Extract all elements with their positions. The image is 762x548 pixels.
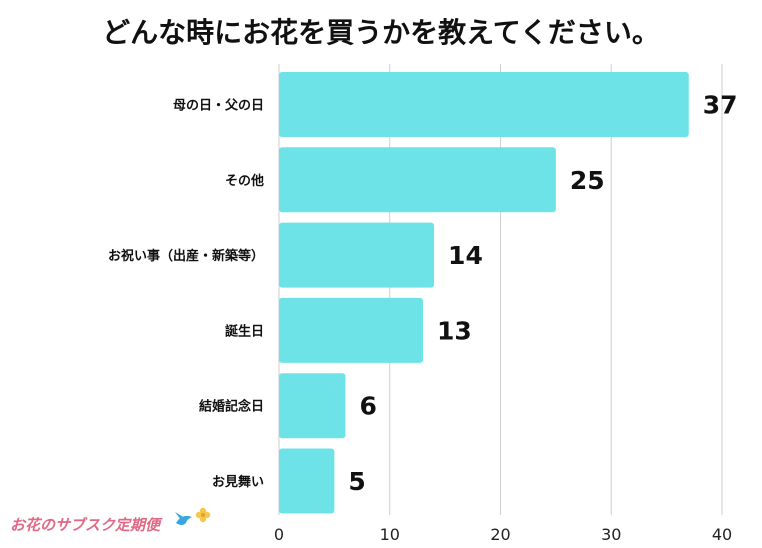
- value-label: 5: [348, 467, 365, 496]
- brand-logo: お花のサブスク定期便: [10, 507, 211, 534]
- category-label: その他: [225, 173, 264, 189]
- value-label: 25: [570, 166, 605, 195]
- value-label: 14: [448, 241, 483, 270]
- bar: [279, 373, 346, 439]
- bar: [279, 72, 689, 137]
- x-axis-ticks: 0 10 20 30 40: [274, 525, 732, 544]
- bar: [279, 222, 435, 288]
- brand-text: お花のサブスク定期便: [10, 516, 163, 534]
- category-label: 誕生日: [225, 323, 264, 339]
- bars: [279, 72, 689, 514]
- value-label: 37: [703, 91, 738, 120]
- value-label: 6: [359, 392, 376, 421]
- bird-icon: [175, 512, 192, 525]
- category-label: 結婚記念日: [199, 399, 264, 415]
- x-tick-label: 40: [712, 525, 732, 544]
- category-label: お祝い事（出産・新築等）: [108, 248, 264, 264]
- x-tick-label: 0: [274, 525, 284, 544]
- flower-icon: [195, 507, 211, 523]
- x-tick-label: 20: [490, 525, 510, 544]
- bar: [279, 147, 556, 213]
- value-labels: 37 25 14 13 6 5: [348, 91, 737, 497]
- chart-title: どんな時にお花を買うかを教えてください。: [102, 16, 660, 49]
- bar: [279, 448, 335, 514]
- category-label: お見舞い: [212, 474, 264, 490]
- category-label: 母の日・父の日: [173, 99, 264, 114]
- grid-lines: [278, 64, 723, 515]
- x-tick-label: 10: [380, 525, 400, 544]
- x-tick-label: 30: [601, 525, 621, 544]
- bar: [279, 297, 423, 363]
- value-label: 13: [437, 316, 472, 345]
